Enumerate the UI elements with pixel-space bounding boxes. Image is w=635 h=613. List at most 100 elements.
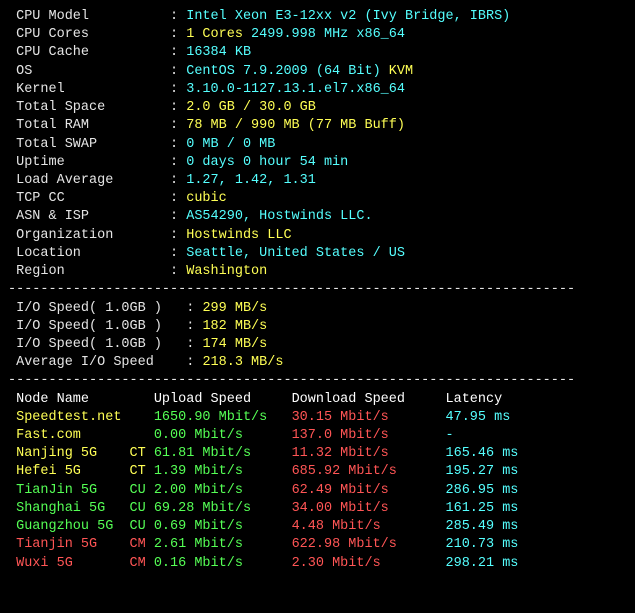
speedtest-row: Fast.com 0.00 Mbit/s 137.0 Mbit/s -	[8, 427, 627, 445]
speedtest-download: 11.32 Mbit/s	[292, 446, 446, 461]
speedtest-upload: 69.28 Mbit/s	[154, 501, 292, 516]
speedtest-upload: 1.39 Mbit/s	[154, 464, 292, 479]
speedtest-row: Hefei 5G CT 1.39 Mbit/s 685.92 Mbit/s 19…	[8, 463, 627, 481]
sysinfo-separator: :	[170, 27, 186, 42]
sysinfo-separator: :	[170, 137, 186, 152]
speedtest-node-tag: CU	[121, 519, 153, 534]
io-value: 299 MB/s	[202, 301, 267, 316]
io-label: Average I/O Speed	[8, 355, 186, 370]
speedtest-download: 34.00 Mbit/s	[292, 501, 446, 516]
io-row: I/O Speed( 1.0GB ) : 182 MB/s	[8, 318, 627, 336]
speedtest-download: 622.98 Mbit/s	[292, 537, 446, 552]
speedtest-download: 62.49 Mbit/s	[292, 483, 446, 498]
speedtest-header-latency: Latency	[446, 392, 503, 407]
io-row: I/O Speed( 1.0GB ) : 174 MB/s	[8, 336, 627, 354]
divider: ----------------------------------------…	[8, 281, 627, 299]
io-label: I/O Speed( 1.0GB )	[8, 319, 186, 334]
speedtest-upload: 1650.90 Mbit/s	[154, 410, 292, 425]
sysinfo-separator: :	[170, 209, 186, 224]
speedtest-latency: 47.95 ms	[446, 410, 511, 425]
speedtest-latency: 161.25 ms	[446, 501, 519, 516]
sysinfo-label: Uptime	[8, 155, 170, 170]
sysinfo-value: CentOS 7.9.2009 (64 Bit)	[186, 64, 389, 79]
speedtest-row: Speedtest.net 1650.90 Mbit/s 30.15 Mbit/…	[8, 409, 627, 427]
io-label: I/O Speed( 1.0GB )	[8, 337, 186, 352]
sysinfo-label: Organization	[8, 228, 170, 243]
speedtest-node-name: Wuxi 5G	[8, 556, 121, 571]
sysinfo-label: Total Space	[8, 100, 170, 115]
sysinfo-label: CPU Cores	[8, 27, 170, 42]
sysinfo-value: 3.10.0-1127.13.1.el7.x86_64	[186, 82, 405, 97]
sysinfo-row: CPU Cache : 16384 KB	[8, 44, 627, 62]
sysinfo-row: Organization : Hostwinds LLC	[8, 227, 627, 245]
divider: ----------------------------------------…	[8, 372, 627, 390]
speedtest-latency: -	[446, 428, 454, 443]
io-separator: :	[186, 355, 202, 370]
speedtest-latency: 165.46 ms	[446, 446, 519, 461]
sysinfo-label: TCP CC	[8, 191, 170, 206]
sysinfo-row: Total Space : 2.0 GB / 30.0 GB	[8, 99, 627, 117]
speedtest-node-tag: CM	[121, 556, 153, 571]
speedtest-node-name: Fast.com	[8, 428, 121, 443]
sysinfo-label: Location	[8, 246, 170, 261]
sysinfo-row: Total SWAP : 0 MB / 0 MB	[8, 136, 627, 154]
sysinfo-value: 0 MB / 0 MB	[186, 137, 275, 152]
sysinfo-row: TCP CC : cubic	[8, 190, 627, 208]
sysinfo-value: Seattle, United States / US	[186, 246, 405, 261]
sysinfo-separator: :	[170, 64, 186, 79]
speedtest-node-name: TianJin 5G	[8, 483, 121, 498]
sysinfo-row: CPU Cores : 1 Cores 2499.998 MHz x86_64	[8, 26, 627, 44]
sysinfo-row: OS : CentOS 7.9.2009 (64 Bit) KVM	[8, 63, 627, 81]
sysinfo-separator: :	[170, 45, 186, 60]
speedtest-node-name: Shanghai 5G	[8, 501, 121, 516]
sysinfo-label: Total RAM	[8, 118, 170, 133]
sysinfo-value: Washington	[186, 264, 267, 279]
speedtest-download: 30.15 Mbit/s	[292, 410, 446, 425]
speedtest-header: Node Name Upload Speed Download Speed La…	[8, 391, 627, 409]
sysinfo-value: 1 Cores	[186, 27, 243, 42]
speedtest-latency: 285.49 ms	[446, 519, 519, 534]
speedtest-upload: 0.00 Mbit/s	[154, 428, 292, 443]
speedtest-row: TianJin 5G CU 2.00 Mbit/s 62.49 Mbit/s 2…	[8, 482, 627, 500]
speedtest-node-tag: CU	[121, 501, 153, 516]
sysinfo-value: cubic	[186, 191, 227, 206]
io-separator: :	[186, 319, 202, 334]
sysinfo-value: KVM	[389, 64, 413, 79]
speedtest-node-name: Tianjin 5G	[8, 537, 121, 552]
io-value: 174 MB/s	[202, 337, 267, 352]
sysinfo-separator: :	[170, 82, 186, 97]
sysinfo-label: Region	[8, 264, 170, 279]
sysinfo-value: 2.0 GB / 30.0 GB	[186, 100, 316, 115]
speedtest-row: Nanjing 5G CT 61.81 Mbit/s 11.32 Mbit/s …	[8, 445, 627, 463]
speedtest-node-tag	[121, 428, 153, 443]
sysinfo-row: Region : Washington	[8, 263, 627, 281]
speedtest-download: 2.30 Mbit/s	[292, 556, 446, 571]
speedtest-upload: 0.16 Mbit/s	[154, 556, 292, 571]
speedtest-latency: 210.73 ms	[446, 537, 519, 552]
speedtest-upload: 0.69 Mbit/s	[154, 519, 292, 534]
io-value: 218.3 MB/s	[202, 355, 283, 370]
speedtest-header-download: Download Speed	[292, 392, 446, 407]
sysinfo-row: Uptime : 0 days 0 hour 54 min	[8, 154, 627, 172]
sysinfo-separator: :	[170, 118, 186, 133]
sysinfo-value: 78 MB / 990 MB (77 MB Buff)	[186, 118, 405, 133]
speedtest-download: 685.92 Mbit/s	[292, 464, 446, 479]
speedtest-node-tag: CU	[121, 483, 153, 498]
sysinfo-separator: :	[170, 264, 186, 279]
speedtest-header-upload: Upload Speed	[154, 392, 292, 407]
speedtest-node-name: Speedtest.net	[8, 410, 121, 425]
sysinfo-label: Load Average	[8, 173, 170, 188]
sysinfo-label: OS	[8, 64, 170, 79]
sysinfo-value: 1.27, 1.42, 1.31	[186, 173, 316, 188]
sysinfo-separator: :	[170, 191, 186, 206]
speedtest-node-name: Guangzhou 5G	[8, 519, 121, 534]
sysinfo-row: Load Average : 1.27, 1.42, 1.31	[8, 172, 627, 190]
sysinfo-value: Hostwinds LLC	[186, 228, 291, 243]
speedtest-node-tag	[121, 410, 153, 425]
sysinfo-value: 2499.998 MHz x86_64	[243, 27, 405, 42]
sysinfo-separator: :	[170, 228, 186, 243]
sysinfo-value: AS54290, Hostwinds LLC.	[186, 209, 372, 224]
sysinfo-row: Kernel : 3.10.0-1127.13.1.el7.x86_64	[8, 81, 627, 99]
speedtest-download: 4.48 Mbit/s	[292, 519, 446, 534]
speedtest-row: Guangzhou 5G CU 0.69 Mbit/s 4.48 Mbit/s …	[8, 518, 627, 536]
